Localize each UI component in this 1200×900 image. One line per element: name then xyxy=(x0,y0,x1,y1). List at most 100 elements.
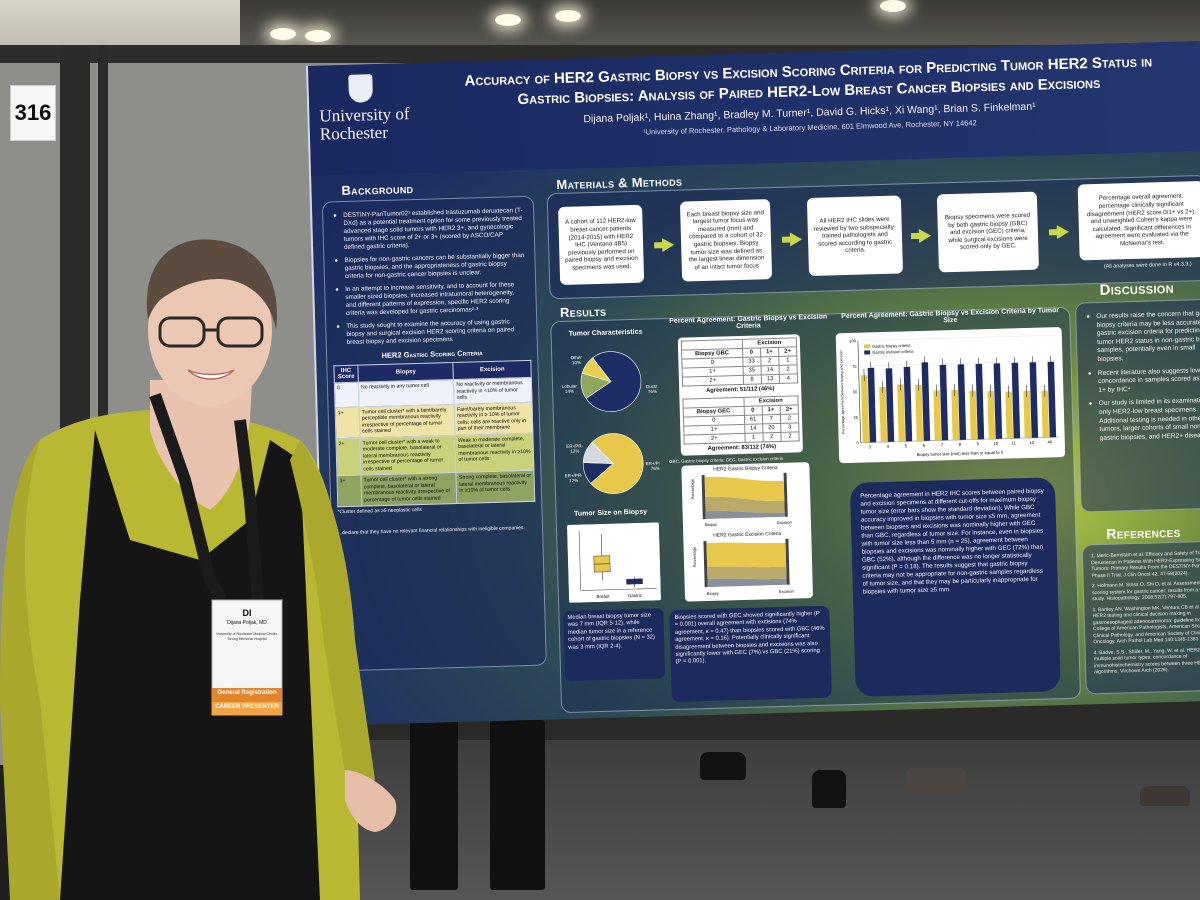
x-axis-label: Biopsy tumor size (mm) less than or equa… xyxy=(917,450,1004,457)
size-summary-box: Percentage agreement in HER2 IHC scores … xyxy=(849,477,1061,697)
presenter xyxy=(0,239,397,900)
x-tick-label: 8 xyxy=(959,442,962,447)
research-poster: University of Rochester Accuracy of HER2… xyxy=(306,41,1200,726)
sankey-x-label: Excision xyxy=(779,589,794,594)
bar xyxy=(903,366,913,442)
svg-text:Gastric: Gastric xyxy=(628,593,643,598)
y-axis-label: Percentage agreement between biopsy and … xyxy=(839,350,845,434)
bar xyxy=(1023,390,1032,439)
pie-slice-label: Ductal xyxy=(646,384,659,389)
discussion-bullet: Our study is limited in its examination … xyxy=(1089,397,1200,444)
size-summary: Percentage agreement in HER2 IHC scores … xyxy=(860,487,1044,596)
badge-ribbon-text: CAREER PRESENTER xyxy=(215,704,279,710)
bar xyxy=(1011,362,1021,439)
pie-slice-value: 14% xyxy=(565,389,574,394)
sankey-card: HER2 Gastric Biopsy Criteria Percentage … xyxy=(681,462,814,602)
methods-step-4: Biopsy specimens were scored by both gas… xyxy=(936,191,1039,273)
sankey-x-label: Excision xyxy=(777,520,792,525)
pie-slice xyxy=(585,351,642,412)
bar xyxy=(993,363,1003,439)
svg-text:Percentage: Percentage xyxy=(692,546,698,567)
y-tick-label: 0 xyxy=(856,440,859,445)
neck xyxy=(150,380,252,510)
svg-text:Percentage: Percentage xyxy=(690,478,696,499)
reference-item: 3. Bartley AN, Washington MK, Ventura CB… xyxy=(1092,603,1200,646)
pie-slice xyxy=(590,433,644,494)
pie-slice-value: 12% xyxy=(569,478,578,483)
bar xyxy=(957,364,967,440)
bar xyxy=(915,384,924,442)
hand xyxy=(345,770,397,832)
x-tick-label: 5 xyxy=(905,443,908,448)
bystander-leg xyxy=(410,720,458,890)
floor xyxy=(330,730,1200,900)
references-heading: References xyxy=(1106,523,1181,542)
bar xyxy=(975,363,985,440)
sankey-excision-chart: Percentage Biopsy Excision xyxy=(692,538,794,596)
sankey-x-label: Biopsy xyxy=(705,522,717,527)
ceiling-light xyxy=(555,10,581,22)
pie-slice-label: ER-/PR- xyxy=(566,443,583,448)
bar xyxy=(987,390,996,440)
bar xyxy=(1041,390,1050,438)
smile xyxy=(187,369,235,380)
discussion-bullet: Recent literature also suggests lower co… xyxy=(1088,366,1200,395)
bar xyxy=(1047,361,1057,438)
scoring-cell-excision: Weak to moderate complete, basolateral o… xyxy=(455,432,534,473)
bar xyxy=(867,367,877,443)
arrow-right-icon xyxy=(661,237,675,253)
discussion-bullet: Our results raise the concern that gastr… xyxy=(1086,310,1200,365)
gec-summary-box: Biopsies scored with GEC showed signific… xyxy=(669,605,832,703)
tumor-size-summary: Median breast biopsy tumor size was 7 mm… xyxy=(567,612,656,651)
pie-slice-label: Lobular xyxy=(562,384,578,389)
reference-item: 1. Meric-Bernstam et al. Efficacy and Sa… xyxy=(1090,549,1200,579)
agreement-cell: 2 xyxy=(762,432,781,442)
pie-slice xyxy=(581,357,612,383)
pie-slice-label: ER+/PR- xyxy=(565,473,584,479)
x-tick-label: 11 xyxy=(1012,440,1017,445)
agreement-cell: 2+ xyxy=(682,375,744,387)
x-tick-label: 7 xyxy=(941,442,944,447)
legend-label: Gastric excision criteria xyxy=(872,349,914,355)
sankey-x-label: Biopsy xyxy=(707,591,719,596)
pie-slice xyxy=(582,441,614,464)
gbc-agreement: Agreement: 51/112 (46%) xyxy=(705,386,775,394)
size-chart-card: 0 25 50 75 100 3 4 5 6 7 8 9 10 11 12 All Biopsy tumor s… xyxy=(835,327,1066,464)
scoring-column-header: Excision xyxy=(453,360,532,380)
reference-item: 2. Hofmann M, Stoss O, Shi D, et al. Ass… xyxy=(1091,580,1200,603)
board-post xyxy=(98,45,108,765)
discussion-panel: Our results raise the concern that gastr… xyxy=(1074,298,1200,513)
agreement-row: 2+ 8 13 4 xyxy=(682,373,798,387)
y-tick-label: 50 xyxy=(853,389,858,394)
discussion-bullets: Our results raise the concern that gastr… xyxy=(1076,299,1200,443)
methods-step-2: Each breast biopsy size and largest tumo… xyxy=(679,199,773,282)
ceiling-light xyxy=(305,30,331,42)
methods-step-1: A cohort of 112 HER2-low breast cancer p… xyxy=(558,204,645,285)
bystander-leg xyxy=(490,720,545,890)
bar xyxy=(897,384,906,442)
badge-ribbon xyxy=(212,688,282,702)
booth-number-sign: 316 xyxy=(10,85,56,141)
bystander-shoe xyxy=(812,770,846,808)
scoring-cell-excision: No reactivity or membranous reactivity i… xyxy=(453,377,532,404)
y-tick-label: 25 xyxy=(854,415,859,420)
agreement-row: 2+ 1 2 2 xyxy=(683,431,800,445)
bystander-shoe xyxy=(700,752,746,780)
pie-slice-value: 76% xyxy=(651,466,660,471)
legend-label: Gastric biopsy criteria xyxy=(872,343,911,349)
bar xyxy=(879,386,888,443)
scoring-cell-excision: Strong complete, basolateral or lateral … xyxy=(456,470,535,504)
arrow-right-icon xyxy=(789,232,803,247)
lanyard xyxy=(149,393,228,604)
references-panel: 1. Meric-Bernstam et al. Efficacy and Sa… xyxy=(1081,540,1200,695)
x-tick-label: 3 xyxy=(869,444,872,449)
x-tick-label: 9 xyxy=(977,441,980,446)
discussion-heading: Discussion xyxy=(1099,279,1175,299)
methods-step-3: All HER2 IHC slides were reviewed by two… xyxy=(806,195,904,277)
legend-swatch xyxy=(864,350,871,355)
bar xyxy=(939,364,949,441)
tumor-size-boxplot: Breast Gastric xyxy=(566,522,662,603)
agreement-cell: 2+ xyxy=(683,433,745,445)
